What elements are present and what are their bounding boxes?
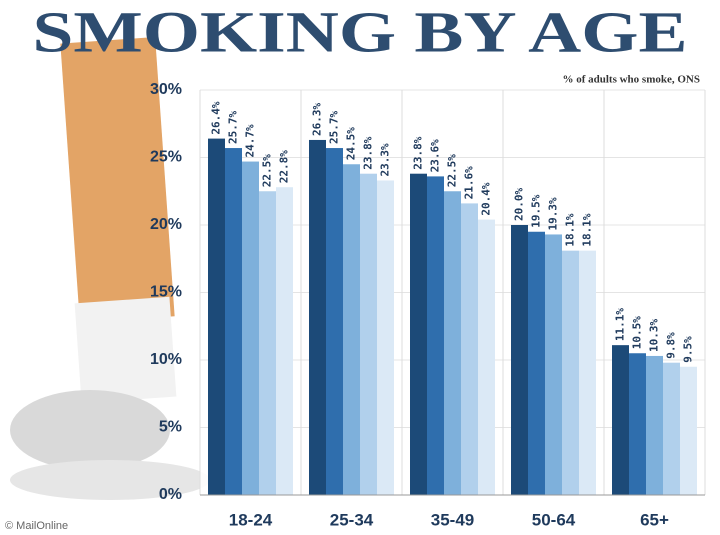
credit: © MailOnline [5, 520, 68, 532]
y-tick-label: 5% [159, 419, 182, 436]
value-label: 19.3% [547, 197, 560, 230]
bar [545, 234, 562, 495]
bar [663, 362, 680, 495]
value-label: 9.5% [682, 336, 695, 363]
y-tick-label: 30% [150, 81, 182, 98]
y-tick-label: 10% [150, 351, 182, 368]
value-label: 23.8% [412, 136, 425, 169]
chart-title: SMOKING BY AGE [33, 0, 688, 64]
bar [511, 225, 528, 495]
chart-subtitle: % of adults who smoke, ONS [562, 74, 700, 86]
x-tick-label: 50-64 [532, 510, 576, 529]
value-label: 10.5% [631, 316, 644, 349]
value-label: 26.4% [210, 101, 223, 134]
value-label: 19.5% [530, 194, 543, 227]
value-label: 23.3% [379, 143, 392, 176]
value-label: 20.4% [480, 182, 493, 215]
value-label: 11.1% [614, 308, 627, 341]
value-label: 21.6% [463, 166, 476, 199]
bar [360, 173, 377, 495]
x-tick-label: 65+ [640, 510, 669, 529]
value-label: 9.8% [665, 332, 678, 359]
bar [680, 366, 697, 495]
y-tick-label: 25% [150, 149, 182, 166]
bar [410, 173, 427, 495]
value-label: 24.5% [345, 127, 358, 160]
cigarette-illustration [10, 36, 210, 500]
y-tick-label: 20% [150, 216, 182, 233]
y-tick-label: 0% [159, 486, 182, 503]
value-label: 25.7% [328, 111, 341, 144]
value-label: 22.5% [261, 154, 274, 187]
value-label: 10.3% [648, 318, 661, 351]
bar [461, 203, 478, 495]
bar [528, 231, 545, 495]
bar [208, 138, 225, 495]
bar [646, 355, 663, 495]
value-label: 25.7% [227, 111, 240, 144]
value-label: 26.3% [311, 102, 324, 135]
x-tick-label: 35-49 [431, 510, 474, 529]
value-label: 22.8% [278, 150, 291, 183]
bar [242, 161, 259, 496]
value-label: 23.8% [362, 136, 375, 169]
y-tick-label: 15% [150, 284, 182, 301]
bar [276, 187, 293, 495]
value-label: 22.5% [446, 154, 459, 187]
bar [259, 191, 276, 495]
bar [612, 345, 629, 495]
bar [562, 250, 579, 495]
bar [478, 219, 495, 495]
value-label: 20.0% [513, 188, 526, 221]
bar [377, 180, 394, 495]
x-tick-label: 25-34 [330, 510, 374, 529]
bar [629, 353, 646, 495]
bar [579, 250, 596, 495]
value-label: 23.6% [429, 139, 442, 172]
value-label: 24.7% [244, 124, 257, 157]
value-label: 18.1% [564, 213, 577, 246]
value-label: 18.1% [581, 213, 594, 246]
bar [427, 176, 444, 495]
bar [343, 164, 360, 495]
bar [326, 148, 343, 496]
bar [444, 191, 461, 495]
bar [225, 148, 242, 496]
bar [309, 139, 326, 495]
x-tick-label: 18-24 [229, 510, 273, 529]
